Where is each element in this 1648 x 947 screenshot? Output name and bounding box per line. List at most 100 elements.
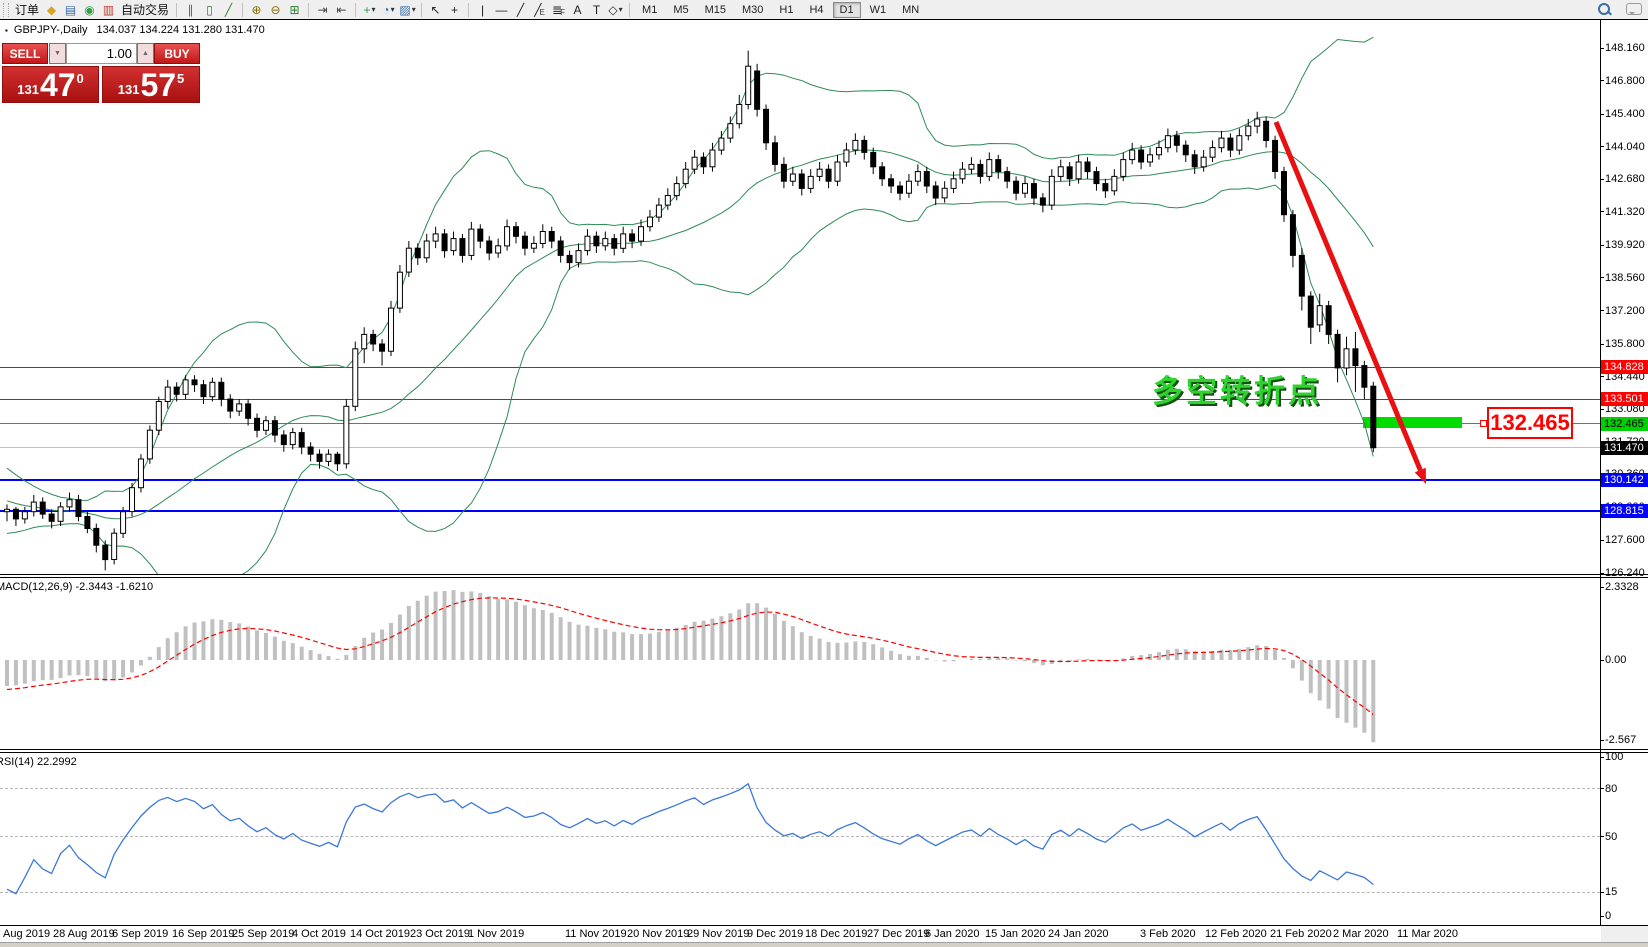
price-badge-133.501: 133.501 xyxy=(1601,392,1648,407)
horizontal-line-object[interactable] xyxy=(0,423,1600,425)
price-scale-label: 146.800 xyxy=(1605,74,1645,87)
date-axis-label: 9 Dec 2019 xyxy=(747,928,804,940)
new-order-icon[interactable]: ◆ xyxy=(46,2,57,17)
price-callout-box[interactable]: 132.465 xyxy=(1487,407,1573,439)
price-scale-label: 133.080 xyxy=(1605,403,1645,416)
horizontal-line-object[interactable] xyxy=(0,478,1600,481)
volume-decrease-button[interactable]: ▼ xyxy=(49,43,66,64)
trend-arrow-object[interactable] xyxy=(1273,121,1426,484)
date-axis-label: 16 Sep 2019 xyxy=(172,928,235,940)
horizontal-line-object[interactable] xyxy=(0,366,1600,368)
candlestick-chart-icon[interactable]: ▯ xyxy=(206,2,213,17)
timeframe-button-w1[interactable]: W1 xyxy=(869,3,887,16)
macd-pane-splitter-lower xyxy=(0,577,1648,578)
macd-scale-label: 2.3328 xyxy=(1605,581,1639,593)
arrows-icon[interactable]: ◇ ▾ xyxy=(608,2,623,17)
crosshair-icon[interactable]: + xyxy=(451,2,459,17)
horizontal-line-object[interactable] xyxy=(0,398,1600,400)
price-scale-label: 138.560 xyxy=(1605,271,1645,284)
data-window-icon[interactable]: ◉ xyxy=(84,2,95,17)
macd-signal-line xyxy=(6,597,1374,716)
price-scale-label: 148.160 xyxy=(1605,42,1645,54)
volume-increase-button[interactable]: ▲ xyxy=(137,43,154,64)
buy-button[interactable]: BUY xyxy=(154,43,200,64)
toolbar-separator xyxy=(308,2,310,17)
price-badge-131.470: 131.470 xyxy=(1601,440,1648,455)
toolbar-grip[interactable] xyxy=(3,2,9,17)
current-price-line[interactable] xyxy=(0,447,1600,449)
date-axis-label: 6 Jan 2020 xyxy=(925,928,980,940)
vertical-line-icon[interactable]: | xyxy=(480,2,485,17)
highlight-bar-object[interactable] xyxy=(1363,417,1462,428)
periods-icon[interactable]: ◔ ▾ xyxy=(382,2,395,17)
navigator-icon[interactable]: ▥ xyxy=(102,2,115,17)
date-axis-label: 23 Oct 2019 xyxy=(410,928,470,940)
date-axis-label: 24 Jan 2020 xyxy=(1048,928,1109,940)
rsi-scale-label: 80 xyxy=(1605,782,1618,795)
search-icon[interactable] xyxy=(1596,1,1612,17)
chart-header: ▪ GBPJPY-,Daily 134.037 134.224 131.280 … xyxy=(5,24,265,36)
chinese-annotation-text[interactable]: 多空转折点 xyxy=(1152,374,1322,409)
candles-layer xyxy=(4,50,1377,571)
date-axis-label: 21 Feb 2020 xyxy=(1270,928,1332,940)
date-axis-label: 12 Feb 2020 xyxy=(1205,928,1267,940)
rsi-level-line xyxy=(0,788,1600,790)
date-axis-label: 20 Nov 2019 xyxy=(627,928,690,940)
trendline-icon[interactable]: ╱ xyxy=(516,2,525,17)
horizontal-line-icon[interactable]: — xyxy=(495,2,508,17)
price-scale-label: 139.920 xyxy=(1605,239,1645,252)
timeframe-button-m30[interactable]: M30 xyxy=(742,3,764,16)
rsi-pane-splitter[interactable] xyxy=(0,749,1648,750)
callout-anchor-marker xyxy=(1480,420,1487,427)
sell-button[interactable]: SELL xyxy=(2,43,48,64)
timeframe-button-h1[interactable]: H1 xyxy=(779,3,794,16)
one-click-row: SELL ▼ 1.00 ▲ BUY xyxy=(2,43,200,64)
axis-corner xyxy=(1601,926,1648,942)
rsi-label: RSI(14) 22.2992 xyxy=(0,756,77,768)
horizontal-line-object[interactable] xyxy=(0,510,1600,513)
text-label-icon[interactable]: T xyxy=(592,2,601,17)
toolbar-separator xyxy=(176,2,178,17)
cursor-icon[interactable]: ↖ xyxy=(430,2,441,17)
ask-price-box[interactable]: 131 57 5 xyxy=(102,66,200,103)
line-chart-icon[interactable]: ╱ xyxy=(224,2,233,17)
templates-icon[interactable]: ▨ ▾ xyxy=(399,2,416,17)
timeframe-button-m5[interactable]: M5 xyxy=(673,3,689,16)
bar-chart-icon[interactable]: ∥ xyxy=(187,2,194,17)
timeframe-button-m15[interactable]: M15 xyxy=(704,3,726,16)
timeframe-button-h4[interactable]: H4 xyxy=(809,3,824,16)
dropdown-caret-icon[interactable]: ▾ xyxy=(618,5,623,14)
equidistant-channel-icon[interactable]: ╱ E xyxy=(534,2,545,18)
date-axis-label: 18 Dec 2019 xyxy=(805,928,868,940)
auto-scroll-icon[interactable]: ⇥ xyxy=(317,2,328,17)
chat-icon[interactable] xyxy=(1626,3,1642,15)
tile-windows-icon[interactable]: ⊞ xyxy=(289,2,300,17)
rsi-scale-label: 100 xyxy=(1605,751,1624,763)
price-badge-130.142: 130.142 xyxy=(1601,472,1648,487)
price-scale-label: 141.320 xyxy=(1605,205,1645,218)
timeframe-button-m1[interactable]: M1 xyxy=(642,3,658,16)
new-chart-icon[interactable]: + ▾ xyxy=(363,2,376,17)
zoom-out-icon[interactable]: ⊖ xyxy=(270,2,281,17)
chart-context-icon: ▪ xyxy=(5,26,8,35)
new-order-button[interactable]: 订单 xyxy=(15,3,40,17)
timeframe-button-mn[interactable]: MN xyxy=(902,3,920,16)
toolbar-separator xyxy=(355,2,357,17)
volume-input[interactable]: 1.00 xyxy=(66,43,137,64)
price-scale-label: 144.040 xyxy=(1605,140,1645,153)
dropdown-caret-icon[interactable]: ▾ xyxy=(390,5,395,14)
bid-price-box[interactable]: 131 47 0 xyxy=(2,66,99,103)
date-axis-label: 11 Mar 2020 xyxy=(1397,928,1458,940)
autotrading-button[interactable]: 自动交易 xyxy=(121,3,170,17)
price-badge-128.815: 128.815 xyxy=(1601,504,1648,519)
chart-shift-icon[interactable]: ⇤ xyxy=(336,2,347,17)
dropdown-caret-icon[interactable]: ▾ xyxy=(411,5,416,14)
dropdown-caret-icon[interactable]: ▾ xyxy=(371,5,376,14)
zoom-in-icon[interactable]: ⊕ xyxy=(251,2,262,17)
price-axis[interactable] xyxy=(1600,19,1601,926)
fibonacci-icon[interactable]: ≣ F xyxy=(552,2,565,18)
macd-pane-splitter[interactable] xyxy=(0,574,1648,575)
text-icon[interactable]: A xyxy=(573,2,582,17)
market-watch-icon[interactable]: ▤ xyxy=(64,2,77,17)
timeframe-button-d1[interactable]: D1 xyxy=(832,1,861,18)
